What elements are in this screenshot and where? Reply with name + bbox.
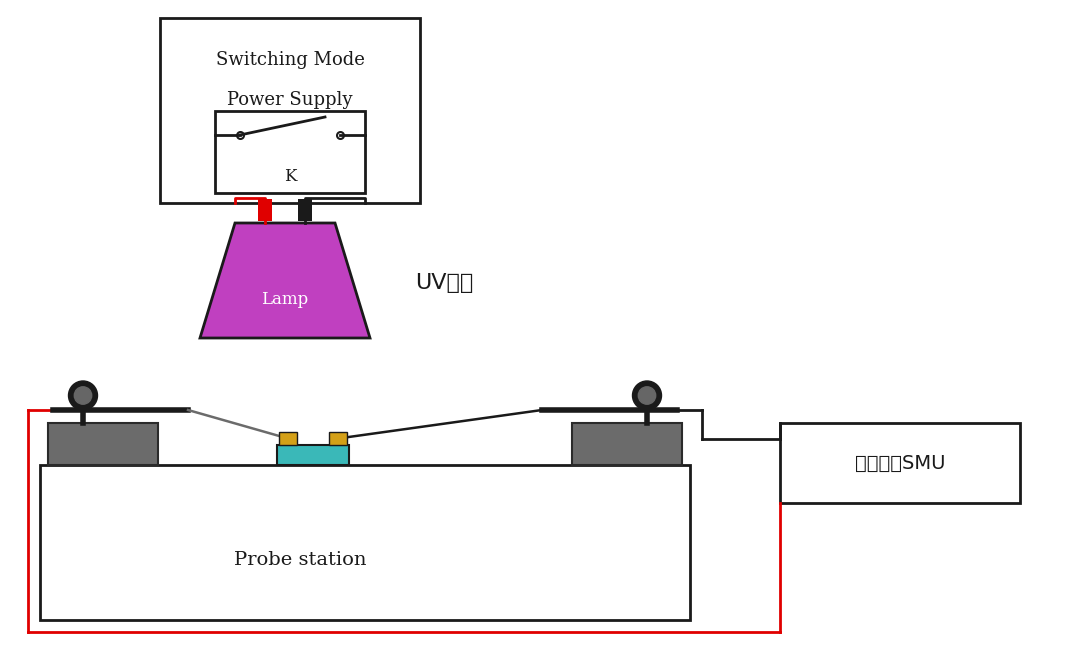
FancyBboxPatch shape: [329, 432, 347, 445]
Circle shape: [638, 387, 656, 404]
Text: Lamp: Lamp: [261, 291, 309, 309]
FancyBboxPatch shape: [279, 432, 297, 445]
Text: K: K: [284, 168, 296, 184]
Circle shape: [633, 381, 662, 410]
FancyBboxPatch shape: [160, 18, 420, 203]
FancyBboxPatch shape: [276, 445, 349, 465]
FancyBboxPatch shape: [298, 199, 312, 221]
Circle shape: [75, 387, 92, 404]
FancyBboxPatch shape: [258, 199, 272, 221]
Polygon shape: [200, 223, 370, 338]
Text: Power Supply: Power Supply: [227, 91, 353, 109]
FancyBboxPatch shape: [215, 111, 365, 193]
FancyBboxPatch shape: [40, 465, 690, 620]
Circle shape: [68, 381, 97, 410]
FancyBboxPatch shape: [572, 423, 681, 465]
FancyBboxPatch shape: [48, 423, 158, 465]
Text: Switching Mode: Switching Mode: [216, 51, 364, 69]
Text: UV光源: UV光源: [415, 273, 473, 293]
Text: 数字源表SMU: 数字源表SMU: [854, 453, 945, 472]
Text: Probe station: Probe station: [233, 551, 366, 569]
FancyBboxPatch shape: [780, 423, 1020, 503]
